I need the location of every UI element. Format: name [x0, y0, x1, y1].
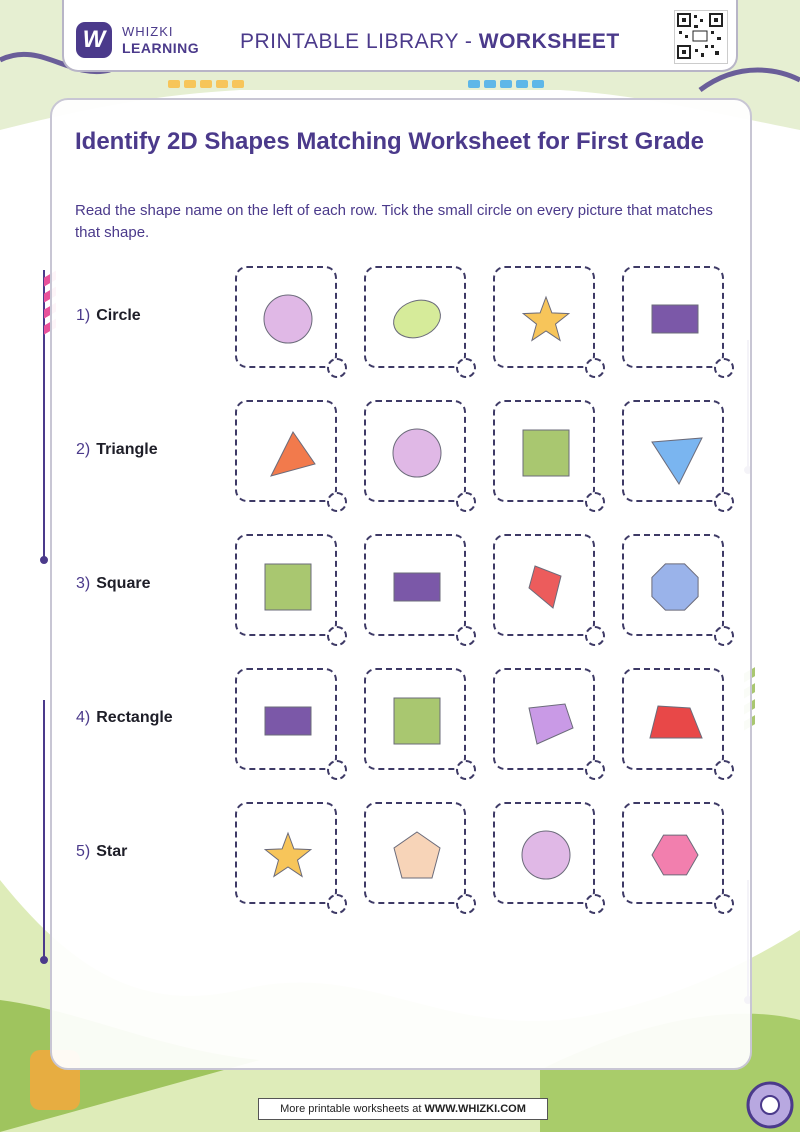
brand-tagline: LEARNING: [122, 40, 200, 56]
header-title-emphasis: WORKSHEET: [478, 30, 620, 53]
tick-circle[interactable]: [585, 358, 605, 378]
row-label: 4) Rectangle: [76, 709, 173, 727]
row-label: 1) Circle: [76, 307, 141, 325]
square-shape-icon: [393, 697, 441, 745]
tick-circle[interactable]: [714, 760, 734, 780]
tick-circle[interactable]: [456, 760, 476, 780]
tick-circle[interactable]: [585, 492, 605, 512]
row-shape-name: Rectangle: [96, 709, 173, 726]
shape-option-tile: [235, 534, 337, 636]
shape-option-tile: [622, 534, 724, 636]
tick-circle[interactable]: [585, 626, 605, 646]
hexagon-shape-icon: [651, 834, 699, 876]
rectangle-shape-icon: [393, 572, 441, 602]
square-shape-icon: [264, 563, 312, 611]
shape-option-tile: [235, 400, 337, 502]
shape-option-tile: [235, 668, 337, 770]
row-number: 1): [76, 307, 91, 324]
shape-option-tile: [493, 668, 595, 770]
kite-shape-icon: [528, 565, 562, 609]
tick-circle[interactable]: [327, 358, 347, 378]
shape-option-tile: [364, 668, 466, 770]
row-number: 4): [76, 709, 91, 726]
tick-circle[interactable]: [456, 626, 476, 646]
shape-option-tile: [235, 266, 337, 368]
footer-prefix: More printable worksheets at: [280, 1103, 425, 1115]
tick-circle[interactable]: [585, 760, 605, 780]
footer-banner[interactable]: More printable worksheets at WWW.WHIZKI.…: [258, 1098, 548, 1120]
oval-shape-icon: [393, 299, 441, 339]
triangle-down-shape-icon: [651, 437, 703, 486]
tick-circle[interactable]: [714, 358, 734, 378]
shape-option-tile: [493, 534, 595, 636]
header-title-prefix: PRINTABLE LIBRARY -: [240, 30, 479, 53]
logo-letter: W: [82, 26, 106, 53]
row-label: 3) Square: [76, 575, 150, 593]
header-title: PRINTABLE LIBRARY - WORKSHEET: [240, 30, 620, 54]
row-number: 5): [76, 843, 91, 860]
shape-option-tile: [493, 400, 595, 502]
star-shape-icon: [263, 831, 313, 878]
whizki-logo[interactable]: W: [76, 22, 112, 58]
tick-circle[interactable]: [585, 894, 605, 914]
row-shape-name: Circle: [96, 307, 141, 324]
shape-option-tile: [493, 266, 595, 368]
circle-shape-icon: [263, 294, 313, 344]
worksheet-title: Identify 2D Shapes Matching Worksheet fo…: [75, 128, 705, 155]
quad-shape-icon: [528, 703, 574, 745]
shape-option-tile: [364, 534, 466, 636]
tick-circle[interactable]: [714, 492, 734, 512]
tick-circle[interactable]: [714, 626, 734, 646]
shape-option-tile: [622, 668, 724, 770]
row-number: 3): [76, 575, 91, 592]
qr-code[interactable]: [674, 10, 728, 64]
circle-shape-icon: [392, 428, 442, 478]
shape-option-tile: [364, 802, 466, 904]
star-shape-icon: [521, 295, 571, 342]
square-shape-icon: [522, 429, 570, 477]
tick-circle[interactable]: [327, 626, 347, 646]
row-label: 5) Star: [76, 843, 127, 861]
shape-option-tile: [493, 802, 595, 904]
qr-code-icon: [677, 13, 723, 59]
octagon-shape-icon: [651, 563, 699, 611]
shape-option-tile: [364, 400, 466, 502]
rectangle-shape-icon: [651, 304, 699, 334]
row-shape-name: Triangle: [96, 441, 158, 458]
shape-option-tile: [622, 400, 724, 502]
rectangle-shape-icon: [264, 706, 312, 736]
triangle-shape-icon: [270, 431, 316, 477]
shape-option-tile: [235, 802, 337, 904]
shape-option-tile: [622, 266, 724, 368]
page-header: W WHIZKI LEARNING PRINTABLE LIBRARY - WO…: [62, 0, 738, 72]
tick-circle[interactable]: [327, 760, 347, 780]
row-number: 2): [76, 441, 91, 458]
pentagon-shape-icon: [393, 831, 441, 879]
tick-circle[interactable]: [327, 492, 347, 512]
tick-circle[interactable]: [714, 894, 734, 914]
tick-circle[interactable]: [327, 894, 347, 914]
shape-option-tile: [622, 802, 724, 904]
tick-circle[interactable]: [456, 358, 476, 378]
circle-shape-icon: [521, 830, 571, 880]
row-shape-name: Square: [96, 575, 151, 592]
brand-name: WHIZKI: [122, 24, 174, 39]
trapezoid-shape-icon: [649, 705, 703, 739]
row-label: 2) Triangle: [76, 441, 158, 459]
footer-site-link[interactable]: WWW.WHIZKI.COM: [424, 1103, 526, 1115]
row-shape-name: Star: [96, 843, 128, 860]
tick-circle[interactable]: [456, 894, 476, 914]
shape-option-tile: [364, 266, 466, 368]
tick-circle[interactable]: [456, 492, 476, 512]
worksheet-instructions: Read the shape name on the left of each …: [75, 202, 713, 241]
